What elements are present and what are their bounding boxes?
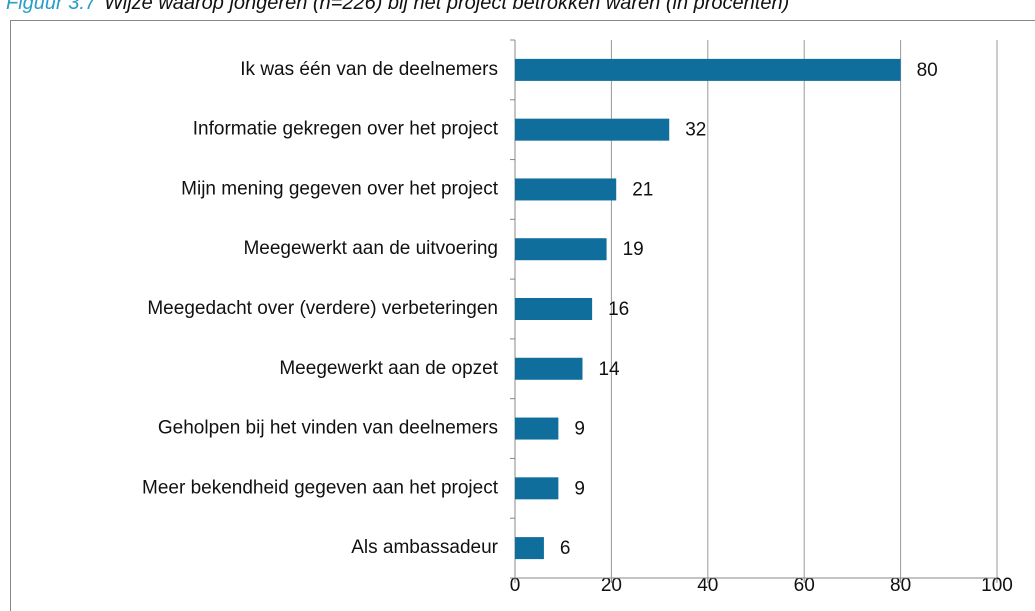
- bar: [515, 417, 559, 440]
- x-tick-label: 40: [697, 575, 718, 596]
- bar: [515, 357, 583, 380]
- value-label: 19: [623, 239, 644, 260]
- value-label: 6: [560, 538, 571, 559]
- y-tick-label: Meer bekendheid gegeven aan het project: [142, 477, 499, 498]
- y-tick-label: Als ambassadeur: [351, 537, 498, 558]
- bar: [515, 537, 544, 560]
- y-tick-label: Informatie gekregen over het project: [193, 119, 499, 140]
- y-tick-label: Mijn mening gegeven over het project: [181, 178, 499, 199]
- y-tick-label: Ik was één van de deelnemers: [240, 59, 498, 80]
- title-line: Figuur 3.7 Wijze waarop jongeren (n=226) …: [6, 0, 789, 14]
- value-label: 14: [598, 359, 620, 380]
- y-tick-label: Meegedacht over (verdere) verbeteringen: [147, 298, 498, 319]
- x-tick-label: 60: [794, 575, 815, 596]
- value-label: 9: [574, 419, 585, 440]
- figure-label: Figuur 3.7: [6, 0, 97, 14]
- y-tick-label: Meegewerkt aan de opzet: [279, 358, 498, 379]
- y-tick-label: Geholpen bij het vinden van deelnemers: [158, 418, 498, 439]
- value-label: 16: [608, 299, 629, 320]
- x-tick-label: 0: [510, 575, 521, 596]
- value-label: 9: [574, 478, 585, 499]
- x-tick-label: 20: [601, 575, 622, 596]
- bar: [515, 118, 670, 141]
- bar: [515, 238, 607, 261]
- value-label: 80: [917, 60, 938, 81]
- chart-title: Wijze waarop jongeren (n=226) bij het pr…: [104, 0, 789, 14]
- value-label: 21: [632, 179, 653, 200]
- bar: [515, 477, 559, 500]
- x-tick-label: 100: [981, 575, 1013, 596]
- chart-frame: [10, 20, 1035, 611]
- x-tick-label: 80: [890, 575, 911, 596]
- y-tick-label: Meegewerkt aan de uitvoering: [243, 238, 498, 259]
- bar: [515, 58, 901, 81]
- bar: [515, 178, 617, 201]
- value-label: 32: [685, 120, 706, 141]
- bar: [515, 298, 593, 320]
